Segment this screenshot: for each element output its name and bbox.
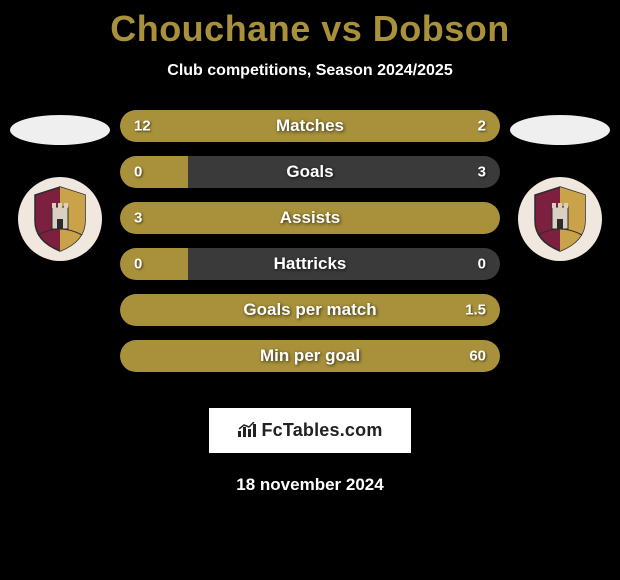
stat-bar-left bbox=[120, 156, 188, 188]
brand-badge: FcTables.com bbox=[209, 408, 410, 453]
stat-row: 0 0 Hattricks bbox=[120, 248, 500, 280]
stat-label: Hattricks bbox=[274, 254, 347, 274]
stat-value-right: 60 bbox=[469, 348, 486, 365]
stat-bar-left bbox=[120, 110, 386, 142]
stat-value-left: 12 bbox=[134, 118, 151, 135]
stat-value-right: 3 bbox=[478, 164, 486, 181]
stat-value-left: 3 bbox=[134, 210, 142, 227]
stat-value-right: 1.5 bbox=[465, 302, 486, 319]
footer: FcTables.com 18 november 2024 bbox=[0, 408, 620, 495]
stat-label: Assists bbox=[280, 208, 340, 228]
subtitle: Club competitions, Season 2024/2025 bbox=[0, 62, 620, 80]
chart-icon bbox=[237, 422, 257, 438]
stat-value-right: 2 bbox=[478, 118, 486, 135]
comparison-title: Chouchane vs Dobson bbox=[0, 0, 620, 50]
player1-name: Chouchane bbox=[110, 8, 311, 49]
stat-row: 1.5 Goals per match bbox=[120, 294, 500, 326]
stat-row: 0 3 Goals bbox=[120, 156, 500, 188]
stat-label: Min per goal bbox=[260, 346, 360, 366]
date-label: 18 november 2024 bbox=[0, 475, 620, 495]
stat-label: Matches bbox=[276, 116, 344, 136]
player2-name: Dobson bbox=[373, 8, 510, 49]
stat-row: 3 Assists bbox=[120, 202, 500, 234]
brand-text: FcTables.com bbox=[261, 420, 382, 440]
stat-value-left: 0 bbox=[134, 164, 142, 181]
stat-label: Goals per match bbox=[243, 300, 376, 320]
vs-label: vs bbox=[321, 8, 362, 49]
stat-bar-left bbox=[120, 248, 188, 280]
stat-row: 60 Min per goal bbox=[120, 340, 500, 372]
stat-bars-container: 12 2 Matches 0 3 Goals 3 Assists 0 0 Hattricks 1.5 G… bbox=[120, 110, 500, 386]
stat-value-right: 0 bbox=[478, 256, 486, 273]
stats-area: 12 2 Matches 0 3 Goals 3 Assists 0 0 Hattricks 1.5 G… bbox=[0, 110, 620, 400]
stat-value-left: 0 bbox=[134, 256, 142, 273]
stat-label: Goals bbox=[286, 162, 333, 182]
stat-row: 12 2 Matches bbox=[120, 110, 500, 142]
